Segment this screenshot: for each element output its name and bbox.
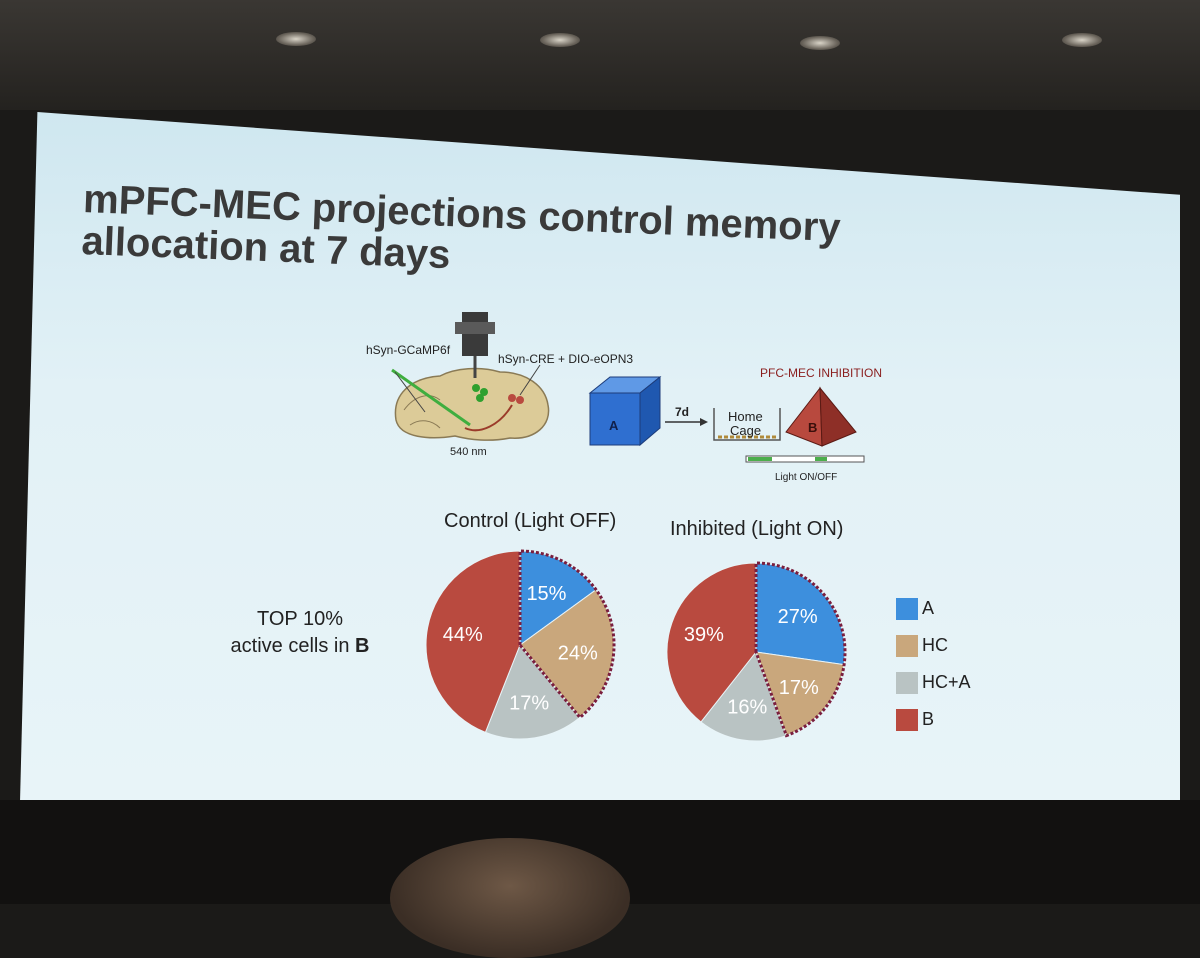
inhibited-slice-b bbox=[666, 562, 757, 723]
gcamp-label: hSyn-GCaMP6f bbox=[366, 343, 451, 357]
row-label: TOP 10% active cells in B bbox=[200, 606, 400, 660]
control-slice-b bbox=[425, 550, 521, 734]
control-slice-label: 44% bbox=[443, 624, 483, 646]
legend-swatch-hc-a bbox=[896, 671, 918, 694]
legend-label-a: A bbox=[922, 598, 935, 618]
light-timeline bbox=[745, 455, 865, 463]
home-cage-label-1: Home bbox=[728, 409, 763, 424]
pie-charts: 15% 24% 17% 44% 27% 17% 16% 39% bbox=[425, 549, 847, 742]
cre-label: hSyn-CRE + DIO-eOPN3 bbox=[498, 352, 634, 366]
legend-item-hc: HC bbox=[896, 627, 971, 664]
ceiling bbox=[0, 0, 1200, 110]
green-injection-line bbox=[391, 368, 471, 427]
legend-swatch-b bbox=[896, 708, 918, 731]
experiment-diagram bbox=[391, 312, 865, 463]
delay-label: 7d bbox=[675, 405, 690, 419]
home-cage-label-2: Cage bbox=[730, 423, 762, 438]
row-label-bold: B bbox=[355, 635, 370, 657]
red-cell bbox=[508, 394, 516, 402]
row-label-line-2: active cells in B bbox=[200, 633, 400, 660]
control-slice-label: 15% bbox=[526, 583, 566, 605]
legend-swatch-a bbox=[896, 597, 918, 620]
inhibited-slice-label: 27% bbox=[778, 606, 818, 628]
row-label-line-1: TOP 10% bbox=[257, 608, 343, 630]
control-slice-label: 17% bbox=[509, 693, 549, 715]
ceiling-light bbox=[1062, 33, 1102, 47]
inhibited-slice-label: 39% bbox=[684, 624, 724, 646]
legend-swatch-hc bbox=[896, 634, 918, 657]
inhibited-slice-label: 17% bbox=[779, 677, 819, 699]
projection-fiber bbox=[464, 404, 513, 432]
inhibited-slice-hc-a bbox=[700, 650, 788, 742]
control-slice-a bbox=[519, 550, 597, 646]
light-label: Light ON/OFF bbox=[775, 472, 838, 483]
ceiling-light bbox=[800, 36, 840, 50]
ceiling-light bbox=[276, 32, 316, 46]
chart-legend: A HC HC+A B bbox=[896, 590, 971, 738]
inhibited-chart-title: Inhibited (Light ON) bbox=[670, 518, 844, 540]
control-outline bbox=[518, 549, 616, 720]
home-cage-icon bbox=[713, 408, 781, 441]
inhibition-label: PFC-MEC INHIBITION bbox=[760, 366, 882, 380]
legend-label-hc: HC bbox=[922, 635, 948, 655]
wavelength-label: 540 nm bbox=[450, 446, 487, 458]
inhibited-outline bbox=[754, 561, 847, 738]
control-chart-title: Control (Light OFF) bbox=[444, 510, 617, 532]
audience-head bbox=[390, 838, 630, 958]
control-slice-hc-a bbox=[484, 644, 581, 740]
context-b-label: B bbox=[808, 420, 818, 435]
ceiling-light bbox=[540, 33, 580, 47]
legend-item-a: A bbox=[896, 590, 971, 627]
brain-illustration bbox=[394, 367, 550, 441]
legend-item-b: B bbox=[896, 701, 971, 738]
legend-label-hc-a: HC+A bbox=[922, 672, 971, 692]
legend-label-b: B bbox=[922, 709, 935, 729]
inhibited-slice-label: 16% bbox=[727, 696, 767, 718]
green-cell bbox=[472, 384, 480, 392]
row-label-prefix: active cells in bbox=[230, 635, 356, 657]
context-a-label: A bbox=[609, 418, 619, 433]
legend-item-hc-a: HC+A bbox=[896, 664, 971, 701]
control-slice-label: 24% bbox=[558, 642, 598, 664]
